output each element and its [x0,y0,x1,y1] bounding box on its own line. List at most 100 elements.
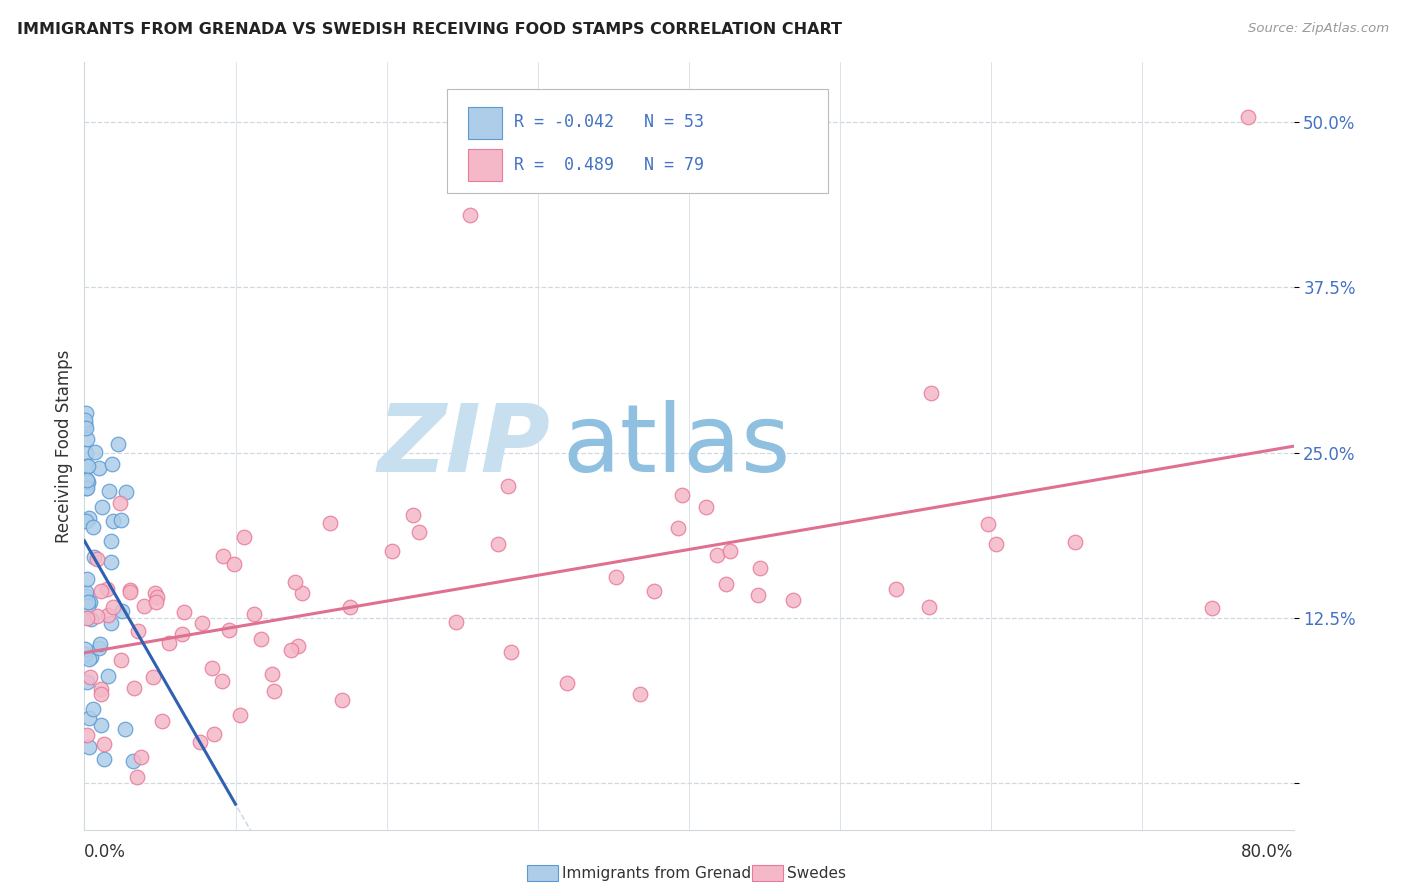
Point [263,684,285,698]
Point [142,669,165,683]
Point [718,544,741,558]
Text: 0.0%: 0.0% [84,843,127,861]
Point [89,637,111,651]
Point [90,681,112,696]
Point [782,592,804,607]
Point [986,537,1008,551]
Text: atlas: atlas [562,400,790,492]
Point [77,599,100,613]
Point [211,549,233,563]
Point [129,749,152,764]
Point [75,472,97,486]
Point [100,555,122,569]
Point [75,584,97,599]
Point [671,488,693,502]
Point [714,577,737,591]
Point [75,445,97,459]
Point [101,514,124,528]
Point [643,583,665,598]
Point [284,575,307,590]
Point [145,590,167,604]
Point [628,687,651,701]
Point [201,661,224,675]
Point [1201,600,1223,615]
Point [110,513,132,527]
Point [90,687,112,701]
Point [118,582,141,597]
Text: IMMIGRANTS FROM GRENADA VS SWEDISH RECEIVING FOOD STAMPS CORRELATION CHART: IMMIGRANTS FROM GRENADA VS SWEDISH RECEI… [17,22,842,37]
FancyBboxPatch shape [447,89,828,193]
Point [143,586,166,600]
Point [75,406,97,420]
Point [76,433,98,447]
Point [77,740,100,755]
Point [97,669,120,683]
Point [170,626,193,640]
Point [202,727,225,741]
Text: Source: ZipAtlas.com: Source: ZipAtlas.com [1249,22,1389,36]
FancyBboxPatch shape [468,149,502,181]
Point [330,693,353,707]
Point [83,550,105,565]
Point [75,419,97,434]
Point [120,585,142,599]
Point [77,711,100,725]
Text: 80.0%: 80.0% [1241,843,1294,861]
Point [557,676,579,690]
Text: R = -0.042   N = 53: R = -0.042 N = 53 [513,113,703,131]
Point [458,208,481,222]
Point [486,537,509,551]
Point [1237,110,1260,124]
Point [150,714,173,728]
Point [260,667,283,681]
Point [90,584,112,599]
Text: R =  0.489   N = 79: R = 0.489 N = 79 [513,156,703,174]
Point [339,600,361,615]
Point [122,681,145,695]
Point [408,525,430,540]
Point [110,653,132,667]
Point [706,548,728,562]
Point [76,473,98,487]
Point [76,729,98,743]
Point [132,599,155,614]
Point [75,515,97,529]
Point [77,652,100,666]
Point [77,510,100,524]
Text: Swedes: Swedes [787,866,846,880]
Point [107,436,129,450]
Point [157,636,180,650]
Point [977,517,1000,532]
Point [76,481,98,495]
Point [87,641,110,656]
Point [97,608,120,623]
Point [233,530,256,544]
Point [86,552,108,566]
Point [114,723,136,737]
Point [75,481,97,495]
Point [605,570,627,584]
Point [127,770,149,784]
Point [145,595,167,609]
Point [97,483,120,498]
Point [111,604,134,618]
Point [114,485,136,500]
Point [229,708,252,723]
Point [291,586,314,600]
Point [127,624,149,638]
Point [249,632,271,646]
Point [75,421,97,435]
Point [499,645,522,659]
Point [96,582,118,596]
Point [1064,535,1087,549]
Point [222,557,245,571]
Point [76,458,98,473]
Point [444,615,467,629]
Point [666,520,689,534]
Point [86,608,108,623]
Y-axis label: Receiving Food Stamps: Receiving Food Stamps [55,350,73,542]
Point [77,595,100,609]
Point [496,478,519,492]
Point [73,413,96,427]
Point [80,650,103,665]
